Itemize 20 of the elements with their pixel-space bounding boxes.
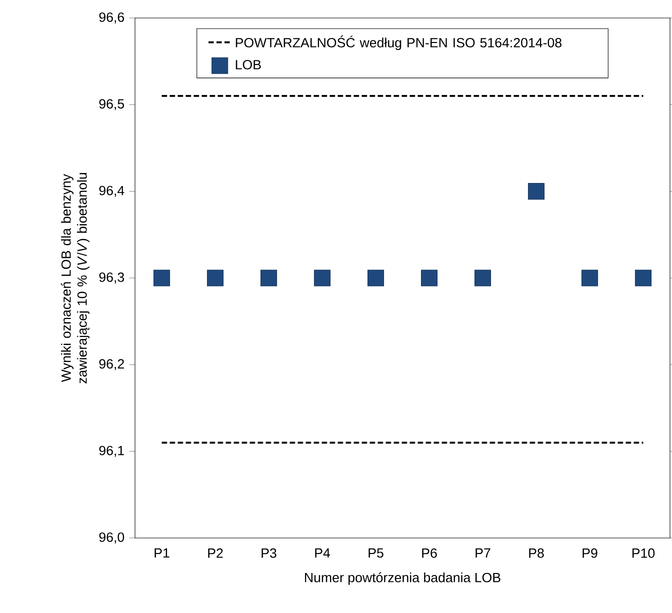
x-tick-label: P8 xyxy=(529,548,544,558)
x-tick-label: P9 xyxy=(582,548,598,558)
x-tick-label: P7 xyxy=(476,548,490,558)
x-tick-label: P3 xyxy=(262,548,276,558)
x-tick-label: P5 xyxy=(368,548,384,558)
x-tick-label: P2 xyxy=(208,548,223,558)
y-tick-label: 96,5 xyxy=(99,99,124,110)
legend-label: POWTARZALNOŚĆ według PN-EN ISO 5164:2014-08 xyxy=(236,35,562,50)
x-tick-label: P1 xyxy=(154,548,170,558)
legend-label: LOB xyxy=(236,60,261,70)
y-tick-label: 96,6 xyxy=(99,12,124,24)
y-tick-label: 96,1 xyxy=(99,446,124,457)
y-tick-label: 96,0 xyxy=(99,532,124,544)
x-tick-label: P4 xyxy=(315,548,330,558)
y-tick-label: 96,3 xyxy=(99,272,124,284)
x-axis-title: Numer powtórzenia badania LOB xyxy=(305,572,500,585)
x-tick-label: P6 xyxy=(422,548,437,558)
x-tick-label: P10 xyxy=(632,548,655,558)
y-tick-label: 96,4 xyxy=(99,186,124,197)
y-tick-label: 96,2 xyxy=(99,359,124,370)
